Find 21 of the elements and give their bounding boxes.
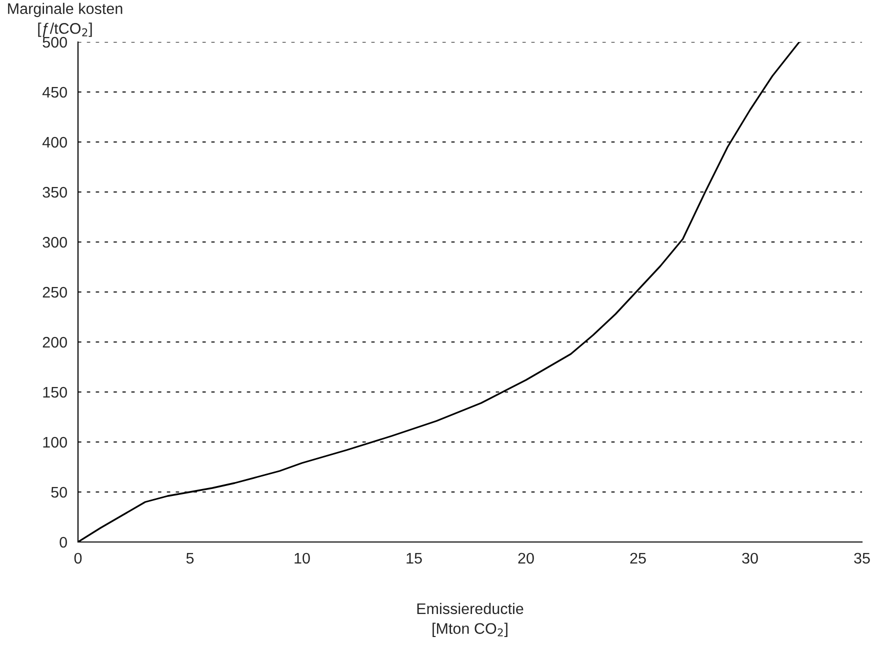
x-axis-title: Emissiereductie [Mton CO$_{2}$] (417, 602, 524, 637)
x-tick-label: 25 (630, 552, 646, 564)
x-tick-label: 0 (74, 552, 82, 564)
x-tick-label: 10 (294, 552, 310, 564)
y-tick-label: 50 (51, 486, 67, 498)
y-tick-label: 100 (43, 436, 67, 448)
y-tick-label: 150 (43, 386, 67, 398)
x-tick-label: 15 (406, 552, 422, 564)
y-tick-label: 400 (42, 136, 67, 148)
x-tick-label: 35 (854, 552, 870, 564)
y-axis-title: Marginale kosten [ƒ/tCO$_{2}$] (8, 2, 122, 37)
y-tick-label: 0 (60, 536, 67, 548)
x-tick-label: 5 (186, 552, 194, 564)
y-tick-label: 200 (42, 336, 67, 348)
y-tick-label: 250 (42, 286, 67, 298)
y-tick-label: 500 (42, 36, 67, 48)
y-tick-label: 350 (42, 186, 67, 198)
x-tick-label: 30 (742, 552, 758, 564)
y-tick-label: 300 (42, 236, 67, 248)
x-tick-label: 20 (518, 552, 534, 564)
y-tick-label: 450 (42, 86, 67, 98)
